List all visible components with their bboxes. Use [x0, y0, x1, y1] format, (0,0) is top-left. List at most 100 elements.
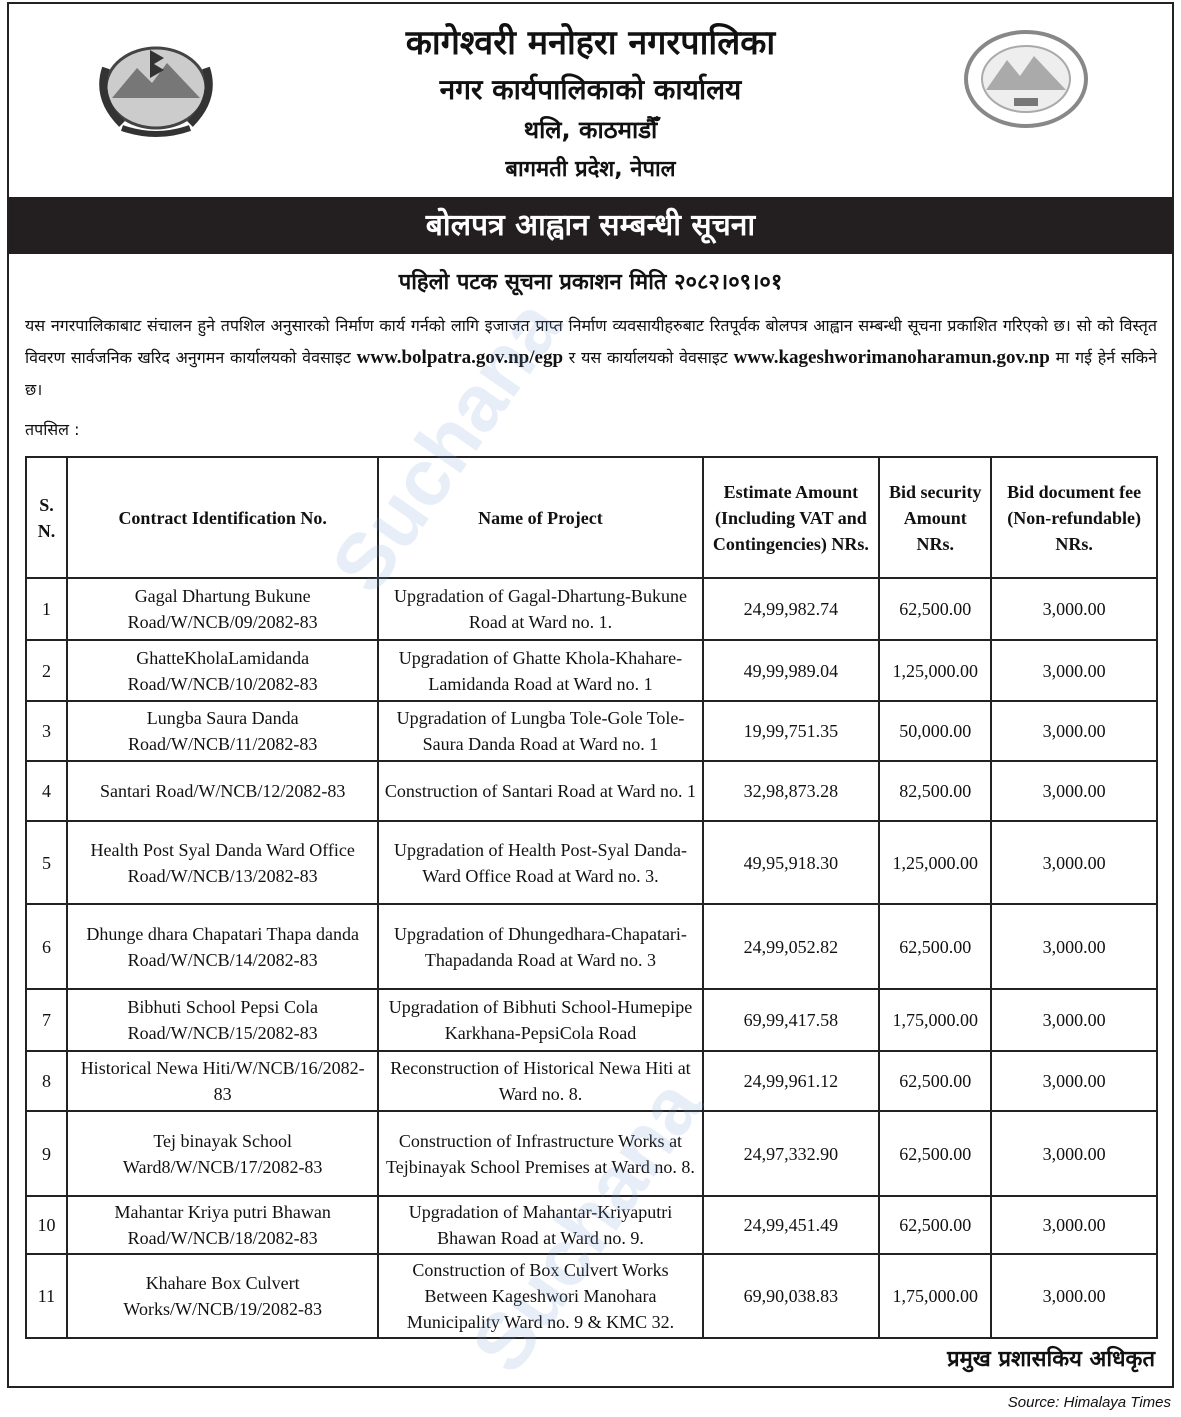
column-header: Name of Project: [377, 456, 704, 579]
contract-id: Tej binayak School Ward8/W/NCB/17/2082-8…: [65, 1110, 380, 1197]
nepal-emblem-logo: [99, 46, 213, 137]
bid-security: 62,500.00: [878, 1195, 993, 1255]
contract-id: GhatteKholaLamidanda Road/W/NCB/10/2082-…: [65, 639, 380, 702]
table-row: 9 Tej binayak School Ward8/W/NCB/17/2082-…: [25, 1110, 1158, 1197]
bid-fee: 3,000.00: [990, 639, 1158, 702]
serial-number: 3: [25, 700, 68, 762]
tender-table: S. N. Contract Identification No. Name of …: [25, 456, 1158, 1339]
serial-number: 8: [25, 1050, 68, 1112]
contract-id: Health Post Syal Danda Ward Office Road/…: [65, 820, 380, 905]
project-name: Upgradation of Bibhuti School-Humepipe K…: [377, 988, 704, 1052]
bid-fee: 3,000.00: [990, 903, 1158, 990]
municipality-name: कागेश्वरी मनोहरा नगरपालिका: [405, 23, 776, 63]
contract-id: Dhunge dhara Chapatari Thapa danda Road/…: [65, 903, 380, 990]
estimate-amount: 49,95,918.30: [701, 820, 881, 905]
estimate-amount: 24,99,961.12: [701, 1050, 881, 1112]
estimate-amount: 49,99,989.04: [701, 639, 881, 702]
project-name: Reconstruction of Historical Newa Hiti a…: [377, 1050, 704, 1112]
table-row: 4 Santari Road/W/NCB/12/2082-83 Constructi…: [25, 760, 1158, 822]
estimate-amount: 69,99,417.58: [701, 988, 881, 1052]
estimate-amount: 24,99,451.49: [701, 1195, 881, 1255]
estimate-amount: 24,99,052.82: [701, 903, 881, 990]
bid-security: 1,25,000.00: [878, 820, 993, 905]
body-text: र यस कार्यालयको वेवसाइट: [563, 348, 734, 367]
bid-fee: 3,000.00: [990, 1110, 1158, 1197]
project-name: Construction of Santari Road at Ward no.…: [377, 760, 704, 822]
serial-number: 4: [25, 760, 68, 822]
office-location: थलि, काठमाडौँ: [523, 116, 658, 144]
municipality-seal-logo: [964, 30, 1088, 128]
publish-date: पहिलो पटक सूचना प्रकाशन मिति २०८२।०९।०१: [398, 270, 783, 295]
notice-title: बोलपत्र आह्वान सम्बन्धी सूचना: [9, 197, 1172, 254]
bid-fee: 3,000.00: [990, 1195, 1158, 1255]
project-name: Upgradation of Health Post-Syal Danda- W…: [377, 820, 704, 905]
table-row: 5 Health Post Syal Danda Ward Office Road…: [25, 820, 1158, 905]
serial-number: 5: [25, 820, 68, 905]
province-country: बागमती प्रदेश, नेपाल: [505, 157, 676, 182]
source-credit: Source: Himalaya Times: [1007, 1394, 1171, 1411]
notice-body: यस नगरपालिकाबाट संचालन हुने तपशिल अनुसार…: [25, 310, 1157, 406]
serial-number: 7: [25, 988, 68, 1052]
table-row: 11 Khahare Box Culvert Works/W/NCB/19/208…: [25, 1253, 1158, 1339]
bid-fee: 3,000.00: [990, 1253, 1158, 1339]
bolpatra-link[interactable]: www.bolpatra.gov.np/egp: [356, 347, 564, 368]
office-name: नगर कार्यपालिकाको कार्यालय: [439, 73, 742, 106]
bid-fee: 3,000.00: [990, 700, 1158, 762]
bid-security: 82,500.00: [878, 760, 993, 822]
table-row: 2 GhatteKholaLamidanda Road/W/NCB/10/2082…: [25, 639, 1158, 702]
column-header: Bid security Amount NRs.: [878, 456, 993, 579]
table-row: 8 Historical Newa Hiti/W/NCB/16/2082-83 Re…: [25, 1050, 1158, 1112]
table-row: 10 Mahantar Kriya putri Bhawan Road/W/NCB…: [25, 1195, 1158, 1255]
project-name: Construction of Box Culvert Works Betwee…: [377, 1253, 704, 1339]
serial-number: 9: [25, 1110, 68, 1197]
body-text: मा गई हेर्न सकिने छ।: [25, 348, 1157, 399]
column-header: Bid document fee (Non-refundable) NRs.: [990, 456, 1158, 579]
table-row: 1 Gagal Dhartung Bukune Road/W/NCB/09/208…: [25, 577, 1158, 641]
project-name: Upgradation of Dhungedhara-Chapatari- Th…: [377, 903, 704, 990]
contract-id: Historical Newa Hiti/W/NCB/16/2082-83: [65, 1050, 380, 1112]
bid-security: 1,25,000.00: [878, 639, 993, 702]
notice-frame: [7, 2, 1174, 1388]
bid-security: 1,75,000.00: [878, 988, 993, 1052]
bid-fee: 3,000.00: [990, 988, 1158, 1052]
bid-security: 62,500.00: [878, 577, 993, 641]
details-label: तपसिल :: [25, 420, 80, 439]
contract-id: Mahantar Kriya putri Bhawan Road/W/NCB/1…: [65, 1195, 380, 1255]
bid-security: 62,500.00: [878, 1050, 993, 1112]
serial-number: 1: [25, 577, 68, 641]
estimate-amount: 69,90,038.83: [701, 1253, 881, 1339]
project-name: Upgradation of Ghatte Khola-Khahare-Lami…: [377, 639, 704, 702]
bid-security: 50,000.00: [878, 700, 993, 762]
table-header-row: S. N. Contract Identification No. Name of …: [25, 456, 1158, 579]
contract-id: Khahare Box Culvert Works/W/NCB/19/2082-…: [65, 1253, 380, 1339]
bid-fee: 3,000.00: [990, 577, 1158, 641]
serial-number: 2: [25, 639, 68, 702]
bid-fee: 3,000.00: [990, 1050, 1158, 1112]
bid-fee: 3,000.00: [990, 760, 1158, 822]
contract-id: Santari Road/W/NCB/12/2082-83: [65, 760, 380, 822]
contract-id: Gagal Dhartung Bukune Road/W/NCB/09/2082…: [65, 577, 380, 641]
table-row: 7 Bibhuti School Pepsi Cola Road/W/NCB/15…: [25, 988, 1158, 1052]
estimate-amount: 24,97,332.90: [701, 1110, 881, 1197]
serial-number: 11: [25, 1253, 68, 1339]
project-name: Upgradation of Mahantar-Kriyaputri Bhawa…: [377, 1195, 704, 1255]
estimate-amount: 24,99,982.74: [701, 577, 881, 641]
project-name: Upgradation of Lungba Tole-Gole Tole-Sau…: [377, 700, 704, 762]
estimate-amount: 19,99,751.35: [701, 700, 881, 762]
body-text: यस नगरपालिकाबाट संचालन हुने तपशिल अनुसार…: [25, 316, 1157, 367]
contract-id: Lungba Saura Danda Road/W/NCB/11/2082-83: [65, 700, 380, 762]
serial-number: 6: [25, 903, 68, 990]
project-name: Upgradation of Gagal-Dhartung-Bukune Roa…: [377, 577, 704, 641]
column-header: Estimate Amount (Including VAT and Conti…: [701, 456, 881, 579]
municipality-link[interactable]: www.kageshworimanoharamun.gov.np: [733, 347, 1050, 368]
bid-security: 62,500.00: [878, 903, 993, 990]
column-header: S. N.: [25, 456, 68, 579]
table-row: 3 Lungba Saura Danda Road/W/NCB/11/2082-8…: [25, 700, 1158, 762]
serial-number: 10: [25, 1195, 68, 1255]
bid-security: 62,500.00: [878, 1110, 993, 1197]
project-name: Construction of Infrastructure Works at …: [377, 1110, 704, 1197]
column-header: Contract Identification No.: [65, 456, 380, 579]
contract-id: Bibhuti School Pepsi Cola Road/W/NCB/15/…: [65, 988, 380, 1052]
bid-security: 1,75,000.00: [878, 1253, 993, 1339]
estimate-amount: 32,98,873.28: [701, 760, 881, 822]
